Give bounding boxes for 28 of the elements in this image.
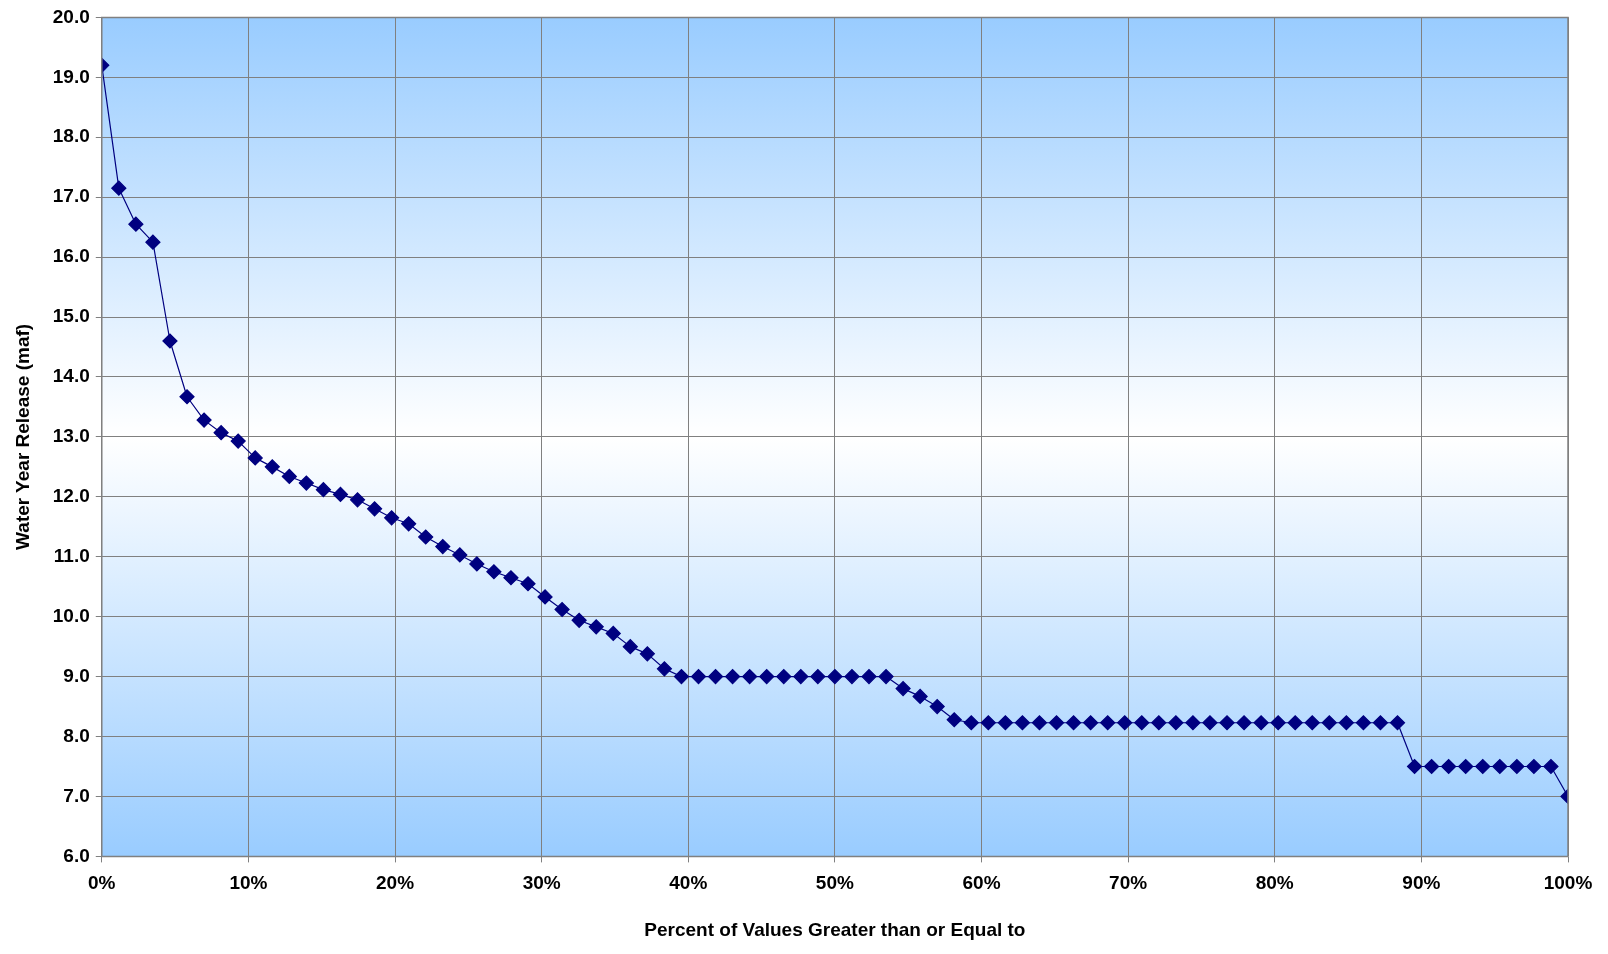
y-tick-label: 6.0	[63, 844, 90, 866]
x-tick-label: 70%	[1109, 872, 1148, 894]
x-tick-label: 60%	[962, 872, 1001, 894]
x-axis-title: Percent of Values Greater than or Equal to	[644, 918, 1026, 940]
y-tick-label: 9.0	[63, 664, 90, 686]
y-tick-label: 18.0	[52, 125, 90, 147]
y-tick-label: 12.0	[52, 485, 90, 507]
y-tick-label: 15.0	[52, 305, 90, 327]
y-tick-label: 13.0	[52, 425, 90, 447]
y-tick-label: 19.0	[52, 65, 90, 87]
y-tick-label: 8.0	[63, 724, 90, 746]
y-tick-label: 7.0	[63, 784, 90, 806]
y-tick-label: 11.0	[53, 544, 90, 566]
x-tick-label: 50%	[815, 872, 855, 894]
y-tick-label: 20.0	[52, 5, 90, 27]
x-tick-label: 100%	[1543, 872, 1593, 894]
x-tick-label: 40%	[669, 872, 708, 894]
y-tick-label: 10.0	[52, 604, 90, 626]
y-tick-label: 16.0	[52, 245, 90, 267]
x-tick-label: 90%	[1402, 872, 1441, 894]
x-tick-label: 0%	[88, 872, 116, 894]
y-axis-title: Water Year Release (maf)	[11, 323, 33, 550]
x-tick-label: 10%	[229, 872, 268, 894]
x-tick-label: 30%	[522, 872, 561, 894]
y-tick-label: 14.0	[52, 365, 90, 387]
y-tick-label: 17.0	[52, 185, 90, 207]
x-tick-label: 20%	[376, 872, 415, 894]
x-tick-label: 80%	[1255, 872, 1294, 894]
